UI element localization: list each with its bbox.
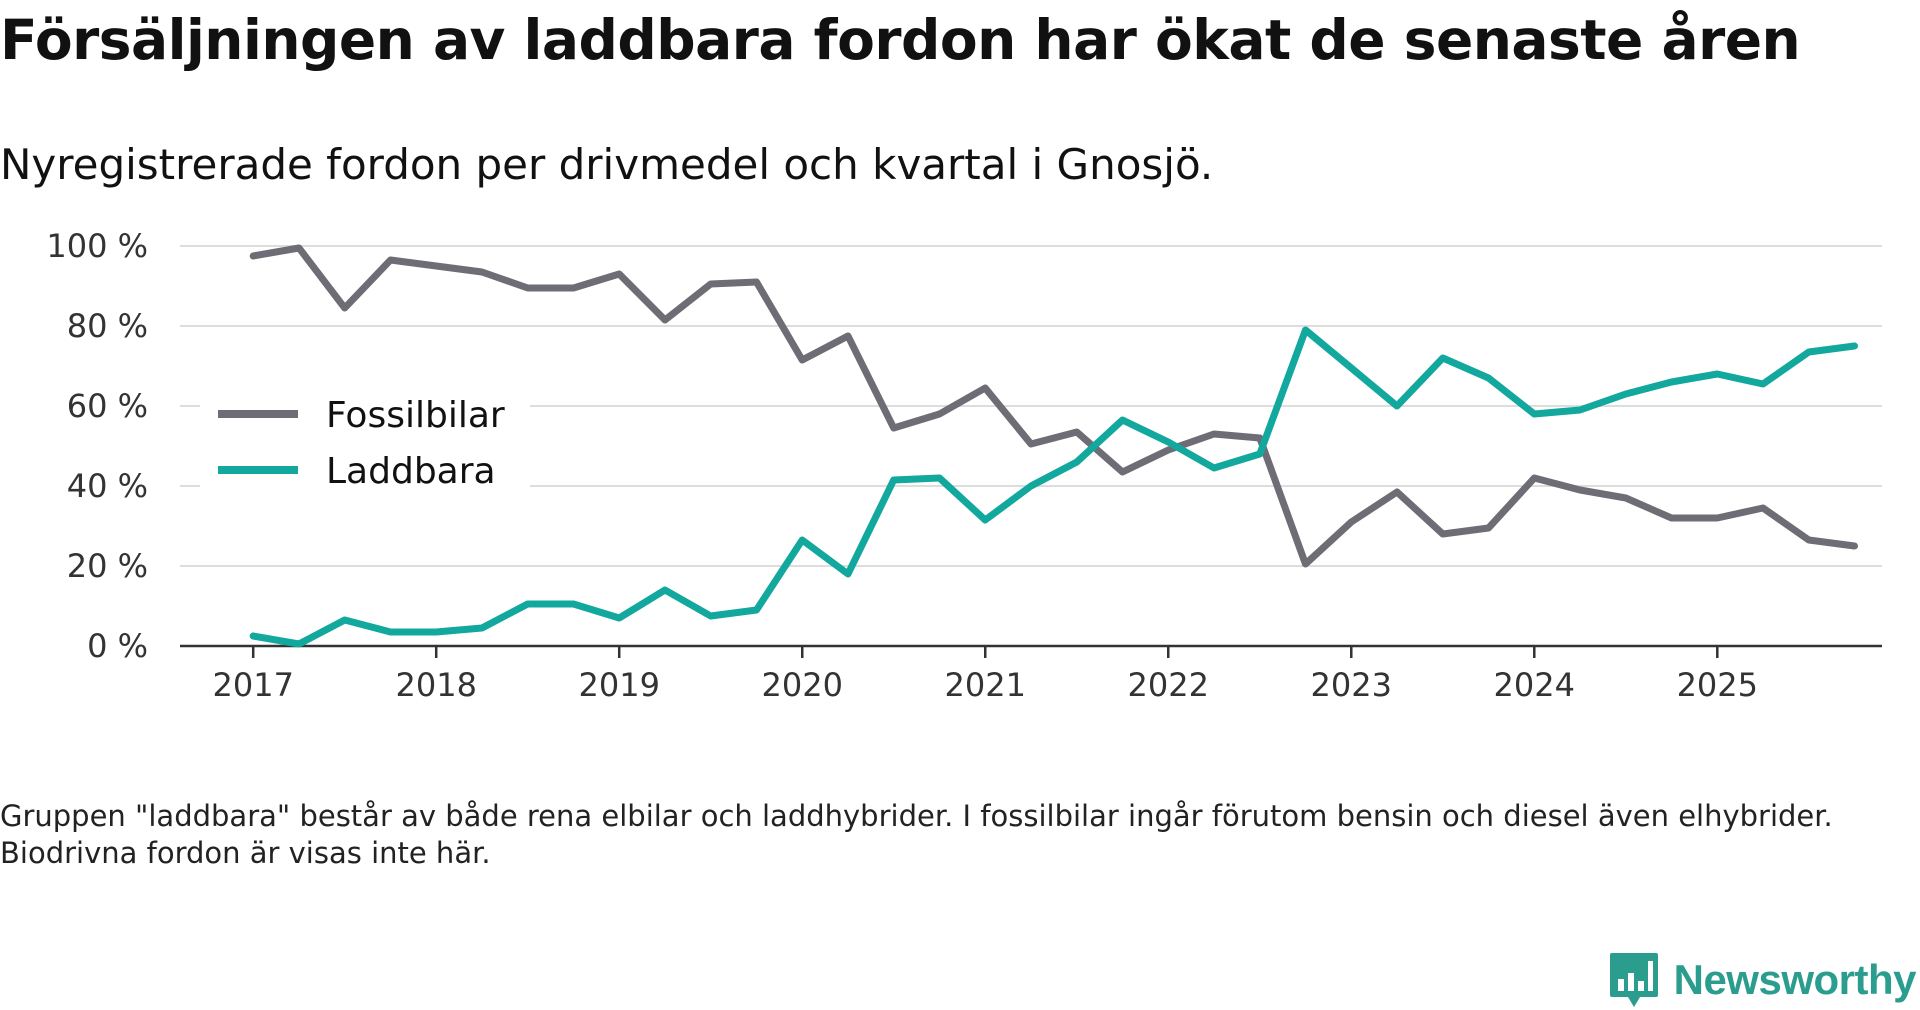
x-tick-label: 2018 <box>395 666 476 704</box>
y-tick-label: 60 % <box>67 387 148 425</box>
series-line-fossilbilar <box>249 244 1858 568</box>
x-tick-label: 2024 <box>1494 666 1575 704</box>
y-tick-label: 80 % <box>67 307 148 345</box>
x-tick-label: 2023 <box>1311 666 1392 704</box>
x-tick-label: 2025 <box>1677 666 1758 704</box>
brand-logo: Newsworthy <box>1608 950 1917 1010</box>
x-tick-label: 2022 <box>1128 666 1209 704</box>
x-axis <box>180 644 1882 658</box>
chart-subtitle: Nyregistrerade fordon per drivmedel och … <box>0 140 1214 189</box>
x-tick-label: 2019 <box>579 666 660 704</box>
y-tick-label: 40 % <box>67 467 148 505</box>
footnote: Gruppen "laddbara" består av både rena e… <box>0 799 1833 870</box>
line-chart: 0 % 20 % 40 % 60 % 80 % 100 % 2017 2018 2019 202… <box>46 227 1882 704</box>
series-line-laddbara <box>249 326 1858 648</box>
y-tick-label: 0 % <box>87 627 148 665</box>
series-lines <box>249 244 1858 648</box>
bar-chart-speech-bubble-icon <box>1609 953 1658 1007</box>
legend-background <box>200 378 530 496</box>
legend-label-laddbara: Laddbara <box>326 451 496 492</box>
y-tick-label: 100 % <box>46 227 148 265</box>
x-tick-label: 2017 <box>212 666 293 704</box>
x-axis-labels: 2017 2018 2019 2020 2021 2022 2023 2024 2025 <box>212 666 1758 704</box>
legend-label-fossilbilar: Fossilbilar <box>326 395 505 436</box>
x-tick-label: 2020 <box>762 666 843 704</box>
y-axis-labels: 0 % 20 % 40 % 60 % 80 % 100 % <box>46 227 148 665</box>
legend: Fossilbilar Laddbara <box>200 378 530 496</box>
brand-name: Newsworthy <box>1673 956 1917 1003</box>
chart-title: Försäljningen av laddbara fordon har öka… <box>0 8 1801 72</box>
x-tick-label: 2021 <box>945 666 1026 704</box>
y-tick-label: 20 % <box>67 547 148 585</box>
